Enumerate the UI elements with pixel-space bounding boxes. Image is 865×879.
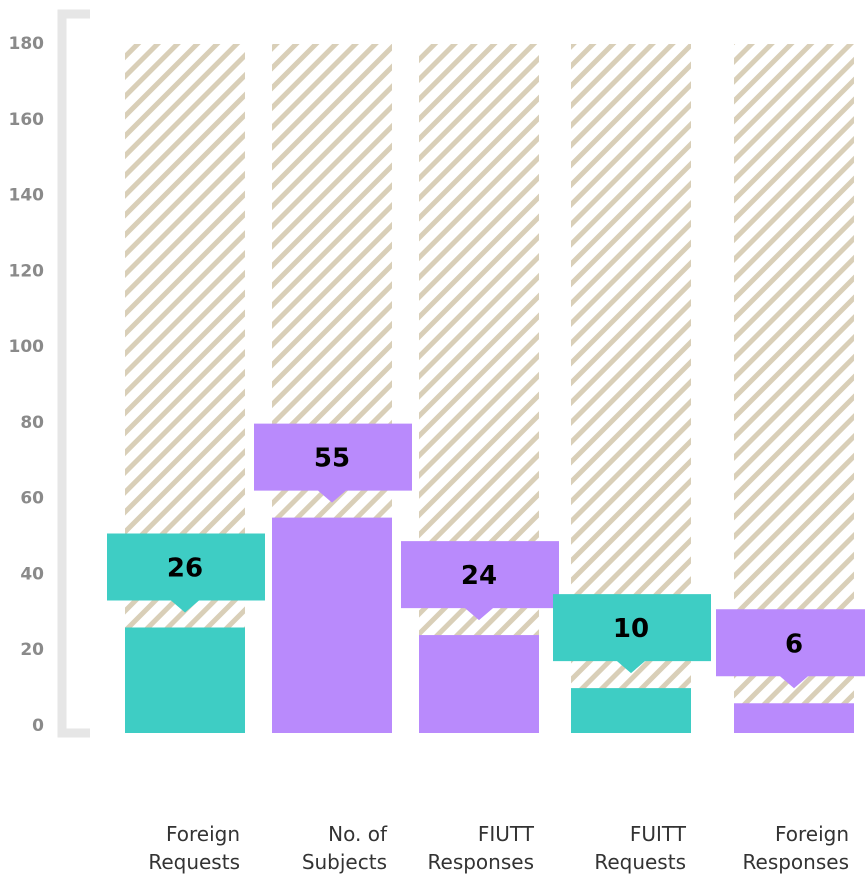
value-callout [553,594,711,674]
y-tick-label: 0 [32,716,44,736]
y-tick-label: 120 [9,261,45,281]
y-tick-label: 160 [9,110,45,130]
x-tick-label: FUITT Requests [594,822,686,874]
value-label: 24 [461,561,497,591]
bar-background [419,44,539,733]
value-callout [254,423,412,503]
value-callout [401,541,559,621]
y-tick-label: 60 [20,489,44,509]
y-tick-label: 20 [20,640,44,660]
bar [272,517,392,733]
value-label: 10 [613,614,649,644]
y-tick-label: 140 [9,186,45,206]
value-label: 55 [314,444,350,474]
bar [571,688,691,733]
value-label: 26 [167,553,203,583]
y-tick-label: 80 [20,413,44,433]
value-callout [716,609,865,689]
y-tick-label: 180 [9,34,45,54]
bar [125,627,245,733]
bar [419,635,539,733]
x-tick-label: FIUTT Responses [428,822,535,874]
y-tick-label: 100 [9,337,45,357]
value-callout [107,533,265,613]
value-label: 6 [785,629,803,659]
x-tick-label: Foreign Responses [743,822,849,874]
x-tick-label: Foreign Requests [148,822,240,874]
bar-background [125,44,245,733]
x-tick-label: No. of Subjects [302,822,388,874]
y-tick-label: 40 [20,564,44,584]
axis-bracket [57,9,90,738]
bar [734,703,854,733]
